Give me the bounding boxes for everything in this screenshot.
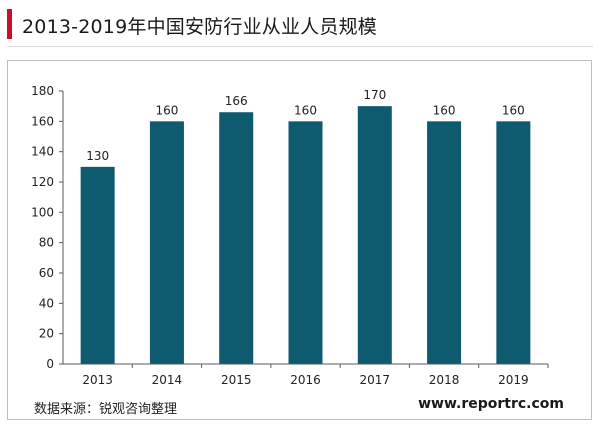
bar	[427, 121, 462, 364]
page-title: 2013-2019年中国安防行业从业人员规模	[22, 16, 377, 38]
x-tick-label: 2018	[429, 373, 460, 387]
y-tick-label: 20	[39, 327, 54, 341]
bar	[80, 166, 115, 364]
bar	[357, 106, 392, 365]
bar	[149, 121, 184, 364]
data-label: 160	[294, 103, 317, 117]
y-axis: 0 20 40 60 80 100 120 140 160 180	[31, 84, 64, 371]
title-divider	[7, 46, 593, 47]
y-tick-label: 40	[39, 296, 54, 310]
x-tick-label: 2017	[360, 373, 391, 387]
bar	[288, 121, 323, 364]
y-tick-label: 100	[31, 205, 54, 219]
title-accent-bar	[7, 9, 12, 39]
x-tick-label: 2015	[221, 373, 252, 387]
y-tick-label: 160	[31, 114, 54, 128]
data-label: 166	[225, 94, 248, 108]
data-label: 130	[86, 149, 109, 163]
y-tick-label: 180	[31, 84, 54, 98]
y-tick-label: 80	[39, 236, 54, 250]
data-label: 160	[155, 103, 178, 117]
x-tick-label: 2016	[290, 373, 321, 387]
y-tick-label: 60	[39, 266, 54, 280]
website-link[interactable]: www.reportrc.com	[418, 396, 564, 412]
data-label: 160	[433, 103, 456, 117]
x-tick-label: 2014	[152, 373, 183, 387]
x-axis: 2013 2014 2015 2016 2017 2018 2019	[63, 363, 549, 387]
data-labels: 130 160 166 160 170 160 160	[86, 88, 525, 163]
x-tick-label: 2019	[498, 373, 529, 387]
bar-series	[80, 106, 531, 365]
bar	[219, 112, 254, 364]
data-label: 170	[363, 88, 386, 102]
y-tick-label: 120	[31, 175, 54, 189]
bar	[496, 121, 531, 364]
y-tick-label: 140	[31, 145, 54, 159]
x-tick-label: 2013	[82, 373, 113, 387]
y-tick-label: 0	[46, 357, 54, 371]
data-label: 160	[502, 103, 525, 117]
data-source-note: 数据来源：锐观咨询整理	[34, 402, 178, 417]
